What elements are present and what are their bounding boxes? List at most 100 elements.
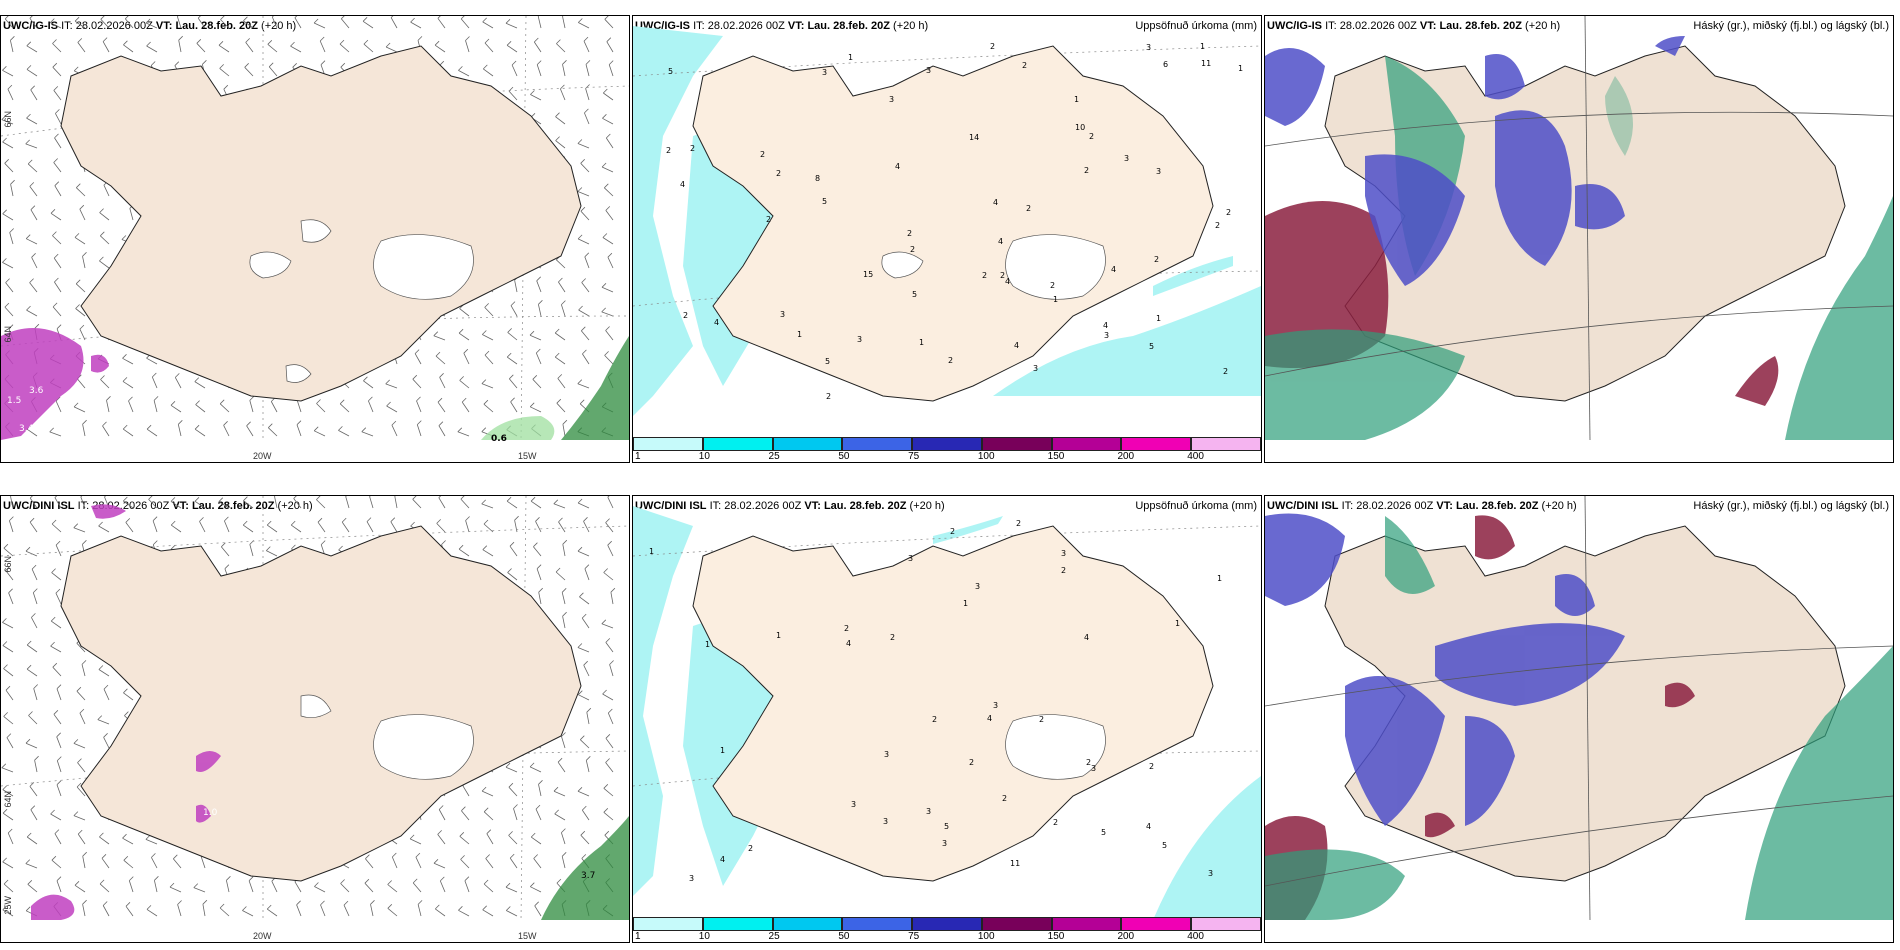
precip-label: 3 [993, 701, 998, 710]
wind-barb-feather [316, 399, 321, 404]
mid-cloud [1265, 56, 1893, 440]
colorbar-tick: 200 [1117, 931, 1135, 942]
precip-label: 3 [975, 582, 980, 591]
wind-value: 3.7 [581, 871, 596, 881]
wind-barb [505, 886, 518, 893]
wind-barb [610, 592, 614, 605]
wind-barb [243, 500, 254, 509]
wind-barb-feather [538, 587, 543, 593]
wind-barb [414, 353, 422, 365]
wind-barb [81, 664, 86, 677]
wind-barb [603, 811, 614, 821]
wind-barb-feather [361, 427, 367, 432]
wind-barb [583, 40, 590, 53]
wind-barb-feather [98, 521, 103, 527]
wind-barb [483, 68, 494, 77]
wind-barb [31, 568, 38, 581]
wind-barb [604, 19, 614, 29]
precip-label: 3 [857, 335, 862, 344]
wind-barb [536, 280, 542, 293]
precip-label: 3 [1104, 331, 1109, 340]
precip-panel-bottom: UWC/DINI ISL IT: 28.02.2026 00Z VT: Lau.… [632, 495, 1262, 943]
wind-barb [460, 18, 470, 29]
precip-colorbar: 1 10 25 50 75 100 150 200 400 [633, 916, 1261, 942]
wind-barb-feather [561, 732, 566, 737]
wind-barb-feather [577, 643, 583, 648]
iceland-land [692, 45, 1214, 402]
wind-barb [26, 644, 38, 653]
wind-barb-feather [415, 852, 421, 858]
wind-barb-feather [51, 519, 57, 525]
wind-barb-feather [562, 60, 567, 65]
precip-label: 2 [1084, 166, 1089, 175]
wind-barb-feather [605, 638, 611, 643]
wind-barb-feather [606, 37, 612, 42]
wind-barb [243, 20, 254, 29]
wind-barb-feather [54, 496, 58, 498]
wind-barb-feather [556, 39, 561, 44]
wind-barb [74, 20, 86, 29]
wind-barb-feather [4, 302, 10, 308]
wind-barb [365, 858, 374, 869]
wind-barb-feather [482, 905, 487, 911]
wind-barb [153, 400, 158, 413]
wind-barb [439, 377, 446, 389]
wind-barb-feather [73, 811, 79, 816]
wind-barb-feather [122, 354, 127, 359]
wind-barb [536, 568, 542, 581]
wind-barb-feather [29, 782, 35, 787]
wind-barb-feather [561, 828, 566, 833]
colorbar-swatch [1051, 917, 1122, 931]
colorbar-swatch [981, 437, 1052, 451]
wind-barb [505, 22, 518, 29]
wind-barb-feather [605, 518, 610, 523]
wind-barb-feather [293, 496, 297, 499]
wind-barb [391, 856, 398, 869]
colorbar-swatch [981, 917, 1052, 931]
panel-header: UWC/IG-IS IT: 28.02.2026 00Z VT: Lau. 28… [635, 16, 1257, 37]
wind-barb [246, 425, 254, 437]
wind-barb [607, 497, 614, 509]
wind-barb-feather [507, 328, 512, 333]
wind-barb [556, 259, 566, 269]
wind-value: 1.0 [203, 808, 218, 818]
wind-barb [530, 500, 542, 509]
wind-barb-feather [266, 520, 272, 526]
wind-barb-feather [243, 16, 248, 22]
wind-barb-feather [10, 179, 15, 185]
wind-barb-feather [82, 419, 87, 425]
wind-barb-feather [29, 182, 35, 187]
wind-barb-feather [458, 544, 464, 550]
colorbar-tick: 150 [1047, 931, 1065, 942]
wind-barb [56, 760, 62, 773]
wind-barb [30, 209, 38, 221]
model-name: UWC/DINI ISL [3, 500, 75, 512]
wind-barb-feather [465, 36, 470, 41]
wind-barb-feather [122, 833, 127, 839]
wind-barb-feather [558, 277, 563, 283]
wind-barb-feather [101, 854, 107, 859]
wind-barb-feather [461, 397, 467, 403]
wind-barb-feather [538, 300, 543, 305]
wind-barb [55, 544, 62, 557]
wind-barb-feather [31, 613, 36, 618]
wind-barb-feather [577, 379, 583, 384]
wind-barb [577, 143, 590, 149]
wind-barb-feather [510, 301, 516, 306]
wind-barb-feather [30, 805, 36, 810]
lead-time: (+20 h) [1541, 500, 1577, 512]
wind-barb-feather [150, 61, 156, 66]
colorbar-tick: 1 [635, 931, 641, 942]
wind-barb [3, 547, 14, 557]
wind-barb-feather [560, 84, 565, 90]
high-cloud [1265, 36, 1685, 286]
wind-barb-feather [390, 16, 394, 18]
wind-barb [218, 44, 230, 53]
wind-barb [533, 858, 542, 869]
wind-barb-feather [33, 684, 38, 689]
wind-barb-feather [586, 756, 591, 761]
wind-barb-feather [608, 708, 613, 714]
wind-barb-feather [529, 762, 535, 768]
precip-label: 2 [776, 169, 781, 178]
wind-barb-feather [26, 41, 32, 47]
